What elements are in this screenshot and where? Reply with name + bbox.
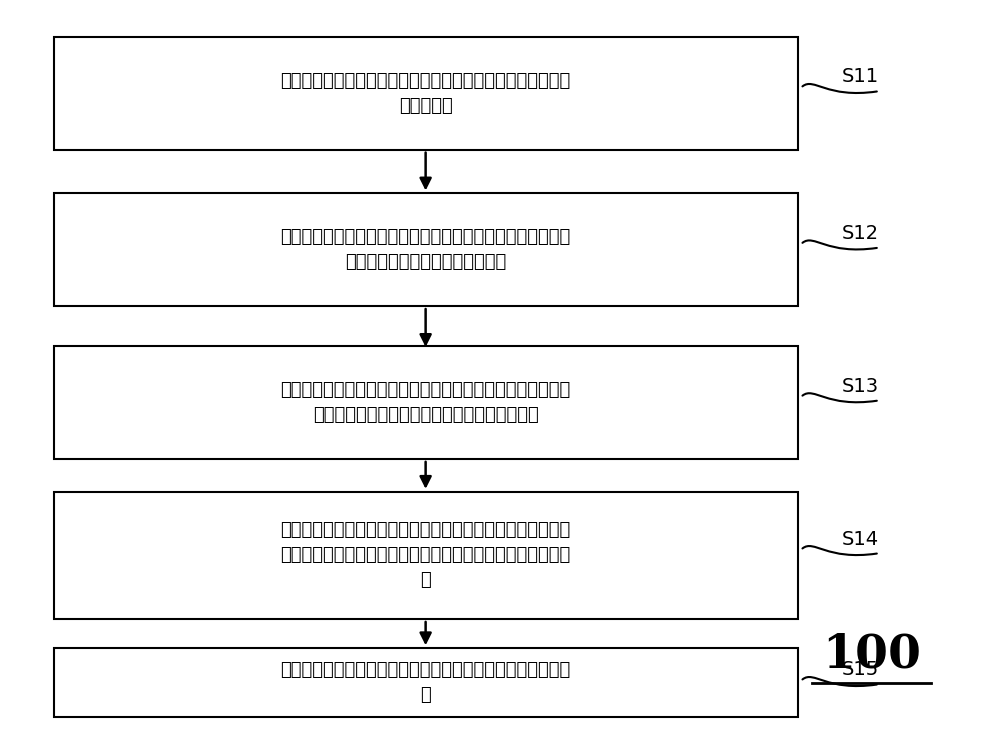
Text: 根据第二待处理图像，计算图像采集设备的相机内参和畸变参
数: 根据第二待处理图像，计算图像采集设备的相机内参和畸变参 数 bbox=[281, 661, 571, 704]
FancyBboxPatch shape bbox=[54, 194, 798, 306]
FancyBboxPatch shape bbox=[54, 648, 798, 718]
Text: 根据预设采样位置和第一变换参数，计算图像采集设备的当前
采样位置与预设采样位置的平移关系和旋转关系: 根据预设采样位置和第一变换参数，计算图像采集设备的当前 采样位置与预设采样位置的… bbox=[281, 381, 571, 424]
FancyBboxPatch shape bbox=[54, 346, 798, 459]
Text: 基于平移关系和旋转关系生成的指令，将图像采集设备调整至
预设采样位置，并在预设采样位置采集至少一个第二待处理图
像: 基于平移关系和旋转关系生成的指令，将图像采集设备调整至 预设采样位置，并在预设采… bbox=[281, 521, 571, 590]
Text: S14: S14 bbox=[842, 529, 879, 548]
Text: 图像采集设备在至少一个当前采样位置采集包含标定板的第一
待处理图像: 图像采集设备在至少一个当前采样位置采集包含标定板的第一 待处理图像 bbox=[281, 72, 571, 115]
Text: S13: S13 bbox=[842, 377, 879, 396]
Text: 基于第一待处理图像，计算与第一待处理图像对应的图像采集
设备相对于标定板的第一变换参数: 基于第一待处理图像，计算与第一待处理图像对应的图像采集 设备相对于标定板的第一变… bbox=[281, 228, 571, 272]
Text: 100: 100 bbox=[822, 631, 921, 677]
Text: S15: S15 bbox=[842, 660, 879, 679]
Text: S11: S11 bbox=[842, 68, 879, 86]
FancyBboxPatch shape bbox=[54, 492, 798, 619]
FancyBboxPatch shape bbox=[54, 37, 798, 149]
Text: S12: S12 bbox=[842, 224, 879, 243]
